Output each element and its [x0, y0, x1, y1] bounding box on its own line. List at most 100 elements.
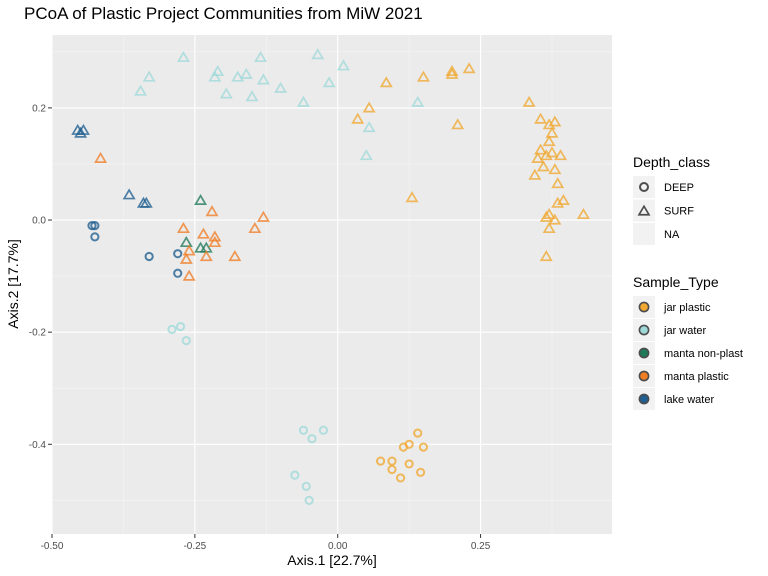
- manta-plastic-point-triangle: [228, 250, 242, 262]
- jar-plastic-point-circle: [404, 459, 414, 469]
- jar-water-point-triangle: [208, 70, 222, 82]
- manta-non-plast-point-triangle: [194, 193, 208, 205]
- jar-water-point-circle: [318, 425, 329, 435]
- jar-plastic-point-circle: [387, 456, 397, 466]
- legend-triangle-glyph: [637, 204, 651, 216]
- jar-plastic-point-triangle: [539, 210, 553, 222]
- jar-water-point-circle: [167, 324, 177, 334]
- sample-type-legend-title: Sample_Type: [633, 274, 719, 290]
- legend-color-swatch: [638, 324, 650, 336]
- jar-plastic-point-triangle: [548, 115, 562, 127]
- manta-plastic-point-triangle: [182, 244, 196, 256]
- x-axis-ticks: -0.50 -0.25 0.00 0.25: [41, 534, 491, 552]
- jar-plastic-point-circle: [398, 442, 409, 452]
- jar-water-point-circle: [175, 321, 186, 332]
- jar-water-point-circle: [301, 481, 311, 491]
- lake-water-point-circle: [90, 221, 100, 231]
- jar-water-point-circle: [298, 425, 309, 435]
- jar-plastic-point-triangle: [522, 95, 536, 107]
- jar-water-point-triangle: [245, 90, 259, 102]
- minor-gridlines: [52, 35, 612, 534]
- manta-plastic-point-triangle: [199, 250, 213, 262]
- legend-color-swatch: [638, 347, 650, 359]
- jar-water-point-triangle: [311, 48, 325, 60]
- legend-label-surf: SURF: [664, 206, 694, 218]
- x-tick-label: -0.25: [183, 541, 206, 552]
- manta-plastic-point-triangle: [196, 227, 210, 239]
- jar-plastic-point-triangle: [539, 250, 553, 262]
- jar-plastic-point-triangle: [536, 160, 550, 172]
- jar-water-point-triangle: [134, 84, 148, 96]
- jar-plastic-point-triangle: [531, 151, 545, 163]
- sample-type-legend: Sample_Type jar plastic jar water manta no…: [633, 274, 743, 410]
- jar-plastic-point-circle: [387, 464, 397, 475]
- jar-plastic-point-triangle: [534, 143, 548, 155]
- jar-water-point-triangle: [142, 70, 156, 82]
- legend-circle-glyph: [639, 182, 649, 192]
- jar-plastic-point-triangle: [545, 126, 559, 138]
- chart-title: PCoA of Plastic Project Communities from…: [24, 4, 423, 23]
- jar-plastic-point-triangle: [405, 191, 419, 203]
- y-tick-label: -0.2: [29, 328, 47, 339]
- jar-plastic-point-triangle: [576, 207, 590, 220]
- legend-color-swatch: [638, 301, 650, 313]
- major-gridlines: [51, 35, 612, 534]
- x-axis-title: Axis.1 [22.7%]: [287, 552, 377, 568]
- depth-class-legend: Depth_class DEEP SURF NA: [633, 154, 710, 245]
- jar-plastic-point-triangle: [362, 101, 376, 113]
- lake-water-point-triangle: [122, 188, 136, 200]
- legend-label-jar-plastic: jar plastic: [663, 302, 711, 314]
- jar-water-point-circle: [290, 470, 300, 480]
- manta-plastic-point-triangle: [179, 252, 193, 264]
- y-axis-ticks: -0.4 -0.2 0.0 0.2: [29, 103, 52, 451]
- jar-water-point-circle: [181, 335, 191, 346]
- manta-plastic-point-triangle: [176, 222, 190, 234]
- jar-plastic-point-triangle: [462, 62, 476, 74]
- jar-water-point-triangle: [176, 51, 190, 63]
- plot-panel: [52, 35, 612, 534]
- legend-color-swatch: [638, 370, 650, 382]
- y-tick-label: -0.4: [29, 440, 47, 451]
- y-tick-label: 0.2: [32, 103, 46, 114]
- lake-water-point-triangle: [139, 196, 153, 208]
- jar-water-point-triangle: [322, 76, 336, 88]
- jar-plastic-point-triangle: [548, 213, 562, 225]
- legend-key-bg: [633, 199, 655, 222]
- manta-plastic-point-triangle: [248, 222, 262, 234]
- legend-label-na: NA: [664, 229, 680, 241]
- jar-plastic-point-triangle: [416, 70, 430, 82]
- jar-plastic-point-triangle: [451, 118, 465, 130]
- lake-water-point-circle: [144, 251, 154, 262]
- jar-plastic-point-triangle: [351, 112, 365, 124]
- jar-water-point-triangle: [362, 121, 376, 133]
- jar-plastic-point-triangle: [556, 193, 570, 205]
- jar-water-point-triangle: [239, 67, 253, 79]
- legend-key-bg: [633, 176, 655, 198]
- jar-plastic-point-circle: [418, 442, 429, 452]
- data-points: [71, 48, 590, 505]
- legend-label-deep: DEEP: [664, 182, 694, 194]
- jar-water-point-triangle: [211, 65, 225, 77]
- jar-plastic-point-triangle: [551, 196, 565, 208]
- jar-plastic-point-triangle: [379, 76, 393, 88]
- jar-water-point-triangle: [274, 81, 288, 93]
- manta-non-plast-point-triangle: [179, 236, 193, 248]
- jar-water-point-circle: [304, 495, 314, 505]
- jar-plastic-point-triangle: [445, 65, 459, 77]
- manta-plastic-point-triangle: [205, 205, 219, 217]
- x-tick-label: -0.50: [41, 541, 64, 552]
- x-tick-label: 0.25: [471, 541, 491, 552]
- manta-plastic-point-triangle: [182, 269, 196, 281]
- jar-plastic-point-circle: [413, 428, 423, 438]
- jar-plastic-point-triangle: [548, 163, 562, 175]
- lake-water-point-circle: [173, 249, 183, 259]
- manta-plastic-point-triangle: [208, 230, 222, 242]
- jar-water-point-triangle: [231, 70, 245, 82]
- jar-water-point-triangle: [256, 73, 270, 85]
- jar-water-point-triangle: [219, 87, 233, 99]
- jar-water-point-circle: [307, 434, 317, 444]
- jar-water-point-triangle: [254, 51, 268, 63]
- jar-plastic-point-triangle: [554, 149, 568, 161]
- lake-water-point-circle: [173, 268, 183, 278]
- jar-water-point-triangle: [296, 95, 310, 107]
